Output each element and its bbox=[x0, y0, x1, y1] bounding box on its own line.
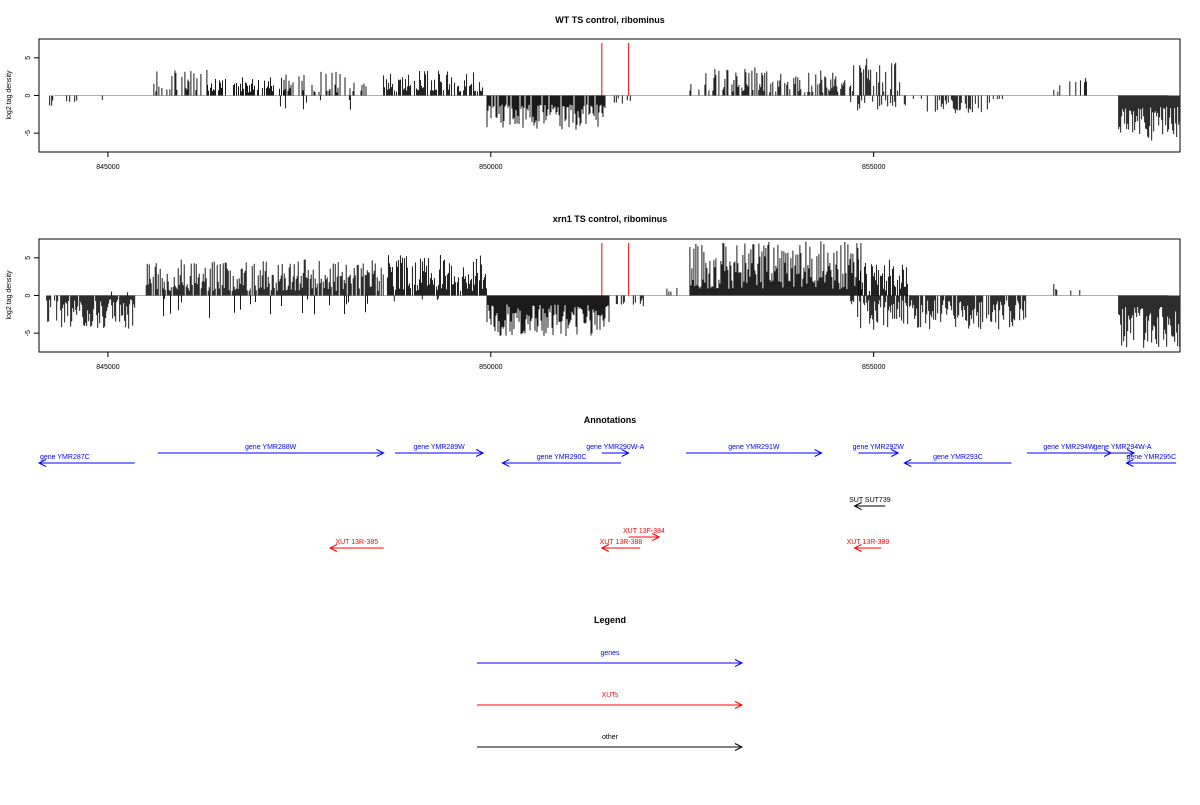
xrn1-ylabel: log2 tag density bbox=[6, 270, 13, 320]
annotation-arrow-gene-ymr288w bbox=[157, 449, 385, 457]
annotation-label-gene-ymr288w: gene YMR288W bbox=[245, 444, 297, 451]
wt-signal-bars bbox=[49, 58, 1181, 141]
annotation-label-sut-sut739: SUT SUT739 bbox=[849, 497, 891, 504]
wt-x-tick-label: 845000 bbox=[96, 164, 119, 171]
annotation-arrow-xut-13r-385 bbox=[328, 544, 384, 552]
annotation-label-gene-ymr294w: gene YMR294W bbox=[1043, 444, 1095, 451]
annotation-arrow-gene-ymr290c bbox=[501, 459, 621, 467]
annotation-arrow-xut-13f-384 bbox=[628, 533, 661, 541]
xrn1-y-tick-label: -5 bbox=[25, 330, 32, 336]
legend-arrow-other bbox=[477, 743, 744, 751]
xrn1-signal-bars bbox=[46, 241, 1181, 348]
legend-panel: Legend genes XUTs other bbox=[477, 615, 744, 751]
legend-arrow-genes bbox=[477, 659, 744, 667]
legend-label-xuts: XUTs bbox=[602, 692, 619, 699]
annotation-arrow-gene-ymr294w-a bbox=[1111, 449, 1136, 457]
annotations-panel: Annotations gene YMR287C gene YMR288W gene… bbox=[37, 415, 1177, 552]
wt-track-panel: WT TS control, ribominus log2 tag densit… bbox=[6, 15, 1181, 171]
annotation-arrow-xut-13r-388 bbox=[600, 544, 641, 552]
xrn1-x-tick-label: 855000 bbox=[862, 364, 885, 371]
annotation-arrow-gene-ymr295c bbox=[1125, 459, 1177, 467]
xrn1-track-title: xrn1 TS control, ribominus bbox=[553, 214, 668, 224]
annotation-arrow-gene-ymr291w bbox=[686, 449, 823, 457]
annotation-arrow-gene-ymr287c bbox=[37, 459, 135, 467]
xrn1-track-panel: xrn1 TS control, ribominus log2 tag dens… bbox=[6, 214, 1181, 371]
legend-arrow-xuts bbox=[477, 701, 744, 709]
annotation-label-xut-13r-389: XUT 13R-389 bbox=[847, 539, 890, 546]
wt-y-tick-label: 0 bbox=[25, 93, 32, 97]
wt-x-tick-label: 855000 bbox=[862, 164, 885, 171]
xrn1-x-tick-label: 850000 bbox=[479, 364, 502, 371]
annotation-label-gene-ymr293c: gene YMR293C bbox=[933, 454, 983, 461]
xrn1-y-tick-label: 5 bbox=[25, 256, 32, 260]
annotation-label-gene-ymr291w: gene YMR291W bbox=[728, 444, 780, 451]
wt-ylabel: log2 tag density bbox=[6, 70, 13, 120]
annotation-arrow-gene-ymr292w bbox=[858, 449, 900, 457]
annotation-label-gene-ymr289w: gene YMR289W bbox=[413, 444, 465, 451]
legend-label-other: other bbox=[602, 734, 619, 741]
annotation-label-gene-ymr294w-a: gene YMR294W-A bbox=[1094, 444, 1152, 451]
wt-track-title: WT TS control, ribominus bbox=[555, 15, 665, 25]
wt-y-tick-label: -5 bbox=[25, 130, 32, 136]
annotation-arrow-gene-ymr293c bbox=[903, 459, 1012, 467]
legend-title: Legend bbox=[594, 615, 626, 625]
annotation-arrow-xut-13r-389 bbox=[853, 544, 882, 552]
annotation-arrow-gene-ymr290w-a bbox=[601, 449, 630, 457]
xrn1-x-tick-label: 845000 bbox=[96, 364, 119, 371]
annotation-label-gene-ymr290c: gene YMR290C bbox=[537, 454, 587, 461]
wt-y-tick-label: 5 bbox=[25, 56, 32, 60]
annotation-arrow-gene-ymr289w bbox=[395, 449, 485, 457]
annotation-label-gene-ymr295c: gene YMR295C bbox=[1126, 454, 1176, 461]
annotation-arrow-sut-sut739 bbox=[853, 502, 886, 510]
xrn1-y-tick-label: 0 bbox=[25, 293, 32, 297]
legend-label-genes: genes bbox=[600, 650, 620, 657]
annotation-label-xut-13f-384: XUT 13F-384 bbox=[623, 528, 665, 535]
annotation-label-gene-ymr290w-a: gene YMR290W-A bbox=[586, 444, 644, 451]
annotation-label-gene-ymr287c: gene YMR287C bbox=[40, 454, 90, 461]
annotations-title: Annotations bbox=[584, 415, 637, 425]
annotation-label-gene-ymr292w: gene YMR292W bbox=[853, 444, 905, 451]
annotation-label-xut-13r-388: XUT 13R-388 bbox=[600, 539, 643, 546]
wt-x-tick-label: 850000 bbox=[479, 164, 502, 171]
annotation-label-xut-13r-385: XUT 13R-385 bbox=[335, 539, 378, 546]
